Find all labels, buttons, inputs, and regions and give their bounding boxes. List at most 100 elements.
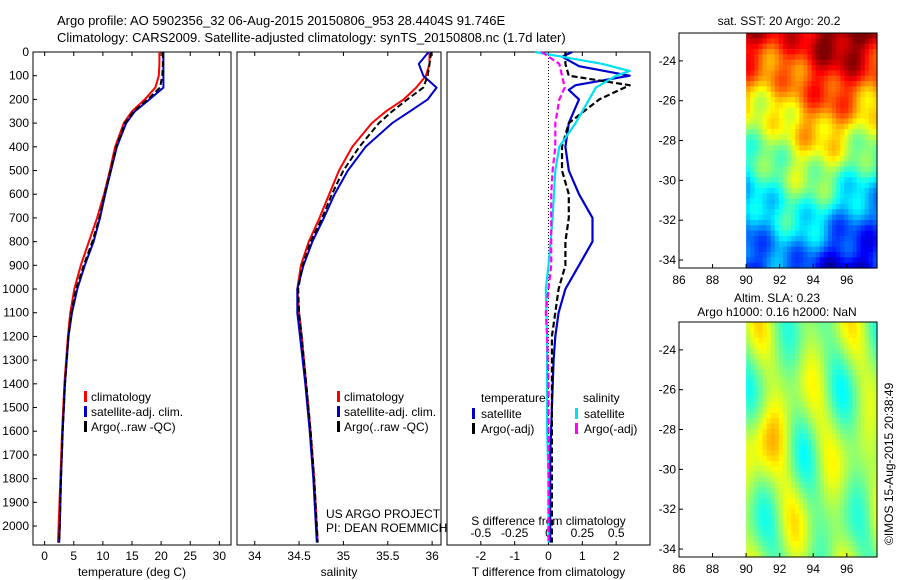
sst-map-cell: [852, 145, 858, 152]
sst-map-cell: [827, 246, 833, 253]
sla-map-cell: [787, 418, 792, 425]
sla-map-cell: [787, 327, 792, 334]
sla-map-cell: [770, 519, 776, 526]
sla-map-cell: [807, 540, 813, 547]
sla-map-cell: [766, 444, 772, 451]
sla-map-cell: [840, 535, 845, 542]
sst-map-cell: [782, 182, 788, 189]
sst-map-cell: [758, 219, 764, 226]
sla-map-cell: [750, 492, 755, 499]
sst-map-cell: [778, 86, 784, 93]
sla-map-cell: [807, 455, 813, 462]
sla-map-cell: [856, 551, 862, 558]
sla-map-cell: [754, 428, 759, 435]
sla-map-cell: [852, 354, 858, 360]
sla-map-y-tick-label: -24: [659, 343, 677, 357]
sst-map-cell: [852, 219, 858, 226]
sst-map-cell: [868, 235, 874, 242]
sst-map-x-tick-label: 94: [807, 273, 821, 287]
sla-map-cell: [823, 551, 829, 558]
sla-map-cell: [803, 364, 809, 371]
sst-map-cell: [860, 203, 866, 210]
sla-map-cell: [770, 332, 776, 339]
sst-map-cell: [758, 193, 764, 200]
sla-map-cell: [852, 423, 858, 430]
sla-map-cell: [799, 348, 804, 355]
sla-map-cell: [750, 370, 755, 377]
sst-map-cell: [852, 251, 858, 258]
sla-map-cell: [848, 338, 854, 344]
difference-line-0: [549, 51, 631, 543]
sla-map-cell: [795, 354, 800, 360]
sst-map-cell: [856, 251, 862, 258]
sla-map-cell: [848, 386, 854, 393]
sla-map-cell: [750, 364, 755, 371]
sla-map-cell: [778, 423, 784, 430]
sla-map-cell: [774, 487, 780, 494]
sla-map-cell: [766, 338, 772, 344]
sla-map-cell: [811, 551, 817, 558]
sla-map-cell: [778, 439, 784, 446]
sst-map-cell: [840, 107, 845, 114]
sst-map-cell: [807, 38, 813, 45]
sla-map-cell: [844, 354, 849, 360]
sst-map-cell: [762, 230, 768, 237]
sst-map-cell: [758, 246, 764, 253]
sst-map-cell: [782, 123, 788, 130]
sst-map-cell: [791, 241, 796, 248]
sst-map-cell: [803, 155, 809, 162]
sst-map-cell: [746, 49, 751, 55]
sst-map-field: [746, 33, 878, 269]
sst-map-cell: [778, 123, 784, 130]
sla-map-cell: [844, 380, 849, 387]
sst-map-cell: [787, 198, 792, 205]
sla-map-cell: [811, 418, 817, 425]
sst-map-cell: [758, 203, 764, 210]
salinity-legend-label: climatology: [344, 390, 404, 404]
sst-map-x-tick-label: 86: [672, 273, 686, 287]
sla-map-cell: [787, 375, 792, 382]
sst-map-cell: [746, 262, 751, 269]
sla-map-cell: [795, 407, 800, 414]
sst-map-cell: [799, 225, 804, 232]
sst-map-cell: [782, 38, 788, 45]
sla-map-cell: [762, 418, 768, 425]
sla-map-cell: [852, 487, 858, 494]
sla-map-cell: [827, 338, 833, 344]
sla-map-cell: [848, 434, 854, 441]
sst-map-cell: [754, 219, 759, 226]
sla-map-cell: [774, 434, 780, 441]
sst-map-cell: [770, 177, 776, 184]
sst-map-cell: [811, 262, 817, 269]
sst-map-cell: [864, 219, 870, 226]
sla-map-cell: [778, 450, 784, 457]
sst-map-cell: [852, 198, 858, 205]
temperature-legend-swatch: [84, 421, 87, 432]
sst-map-cell: [770, 166, 776, 173]
sla-map-cell: [860, 338, 866, 344]
sst-map-y-tick-label: -32: [659, 213, 677, 227]
sla-map-cell: [778, 444, 784, 451]
sst-map-cell: [840, 118, 845, 125]
sla-map-cell: [811, 359, 817, 366]
sst-map-cell: [840, 251, 845, 258]
sla-map-cell: [746, 322, 751, 328]
sla-map-cell: [746, 434, 751, 441]
sla-map-cell: [778, 391, 784, 398]
sst-map-cell: [856, 81, 862, 88]
sla-map-cell: [844, 412, 849, 419]
sst-map-cell: [860, 182, 866, 189]
sst-map-cell: [762, 59, 768, 66]
sst-map-cell: [852, 97, 858, 104]
sla-map-cell: [799, 492, 804, 499]
sst-map-cell: [836, 235, 841, 242]
sst-map-cell: [770, 230, 776, 237]
sla-map-cell: [778, 508, 784, 515]
sla-map-cell: [746, 535, 751, 542]
sla-map-cell: [864, 487, 870, 494]
sla-map-cell: [803, 514, 809, 521]
sst-map-cell: [762, 177, 768, 184]
sla-map-cell: [791, 375, 796, 382]
sst-map-cell: [787, 257, 792, 264]
sst-map-cell: [754, 118, 759, 125]
